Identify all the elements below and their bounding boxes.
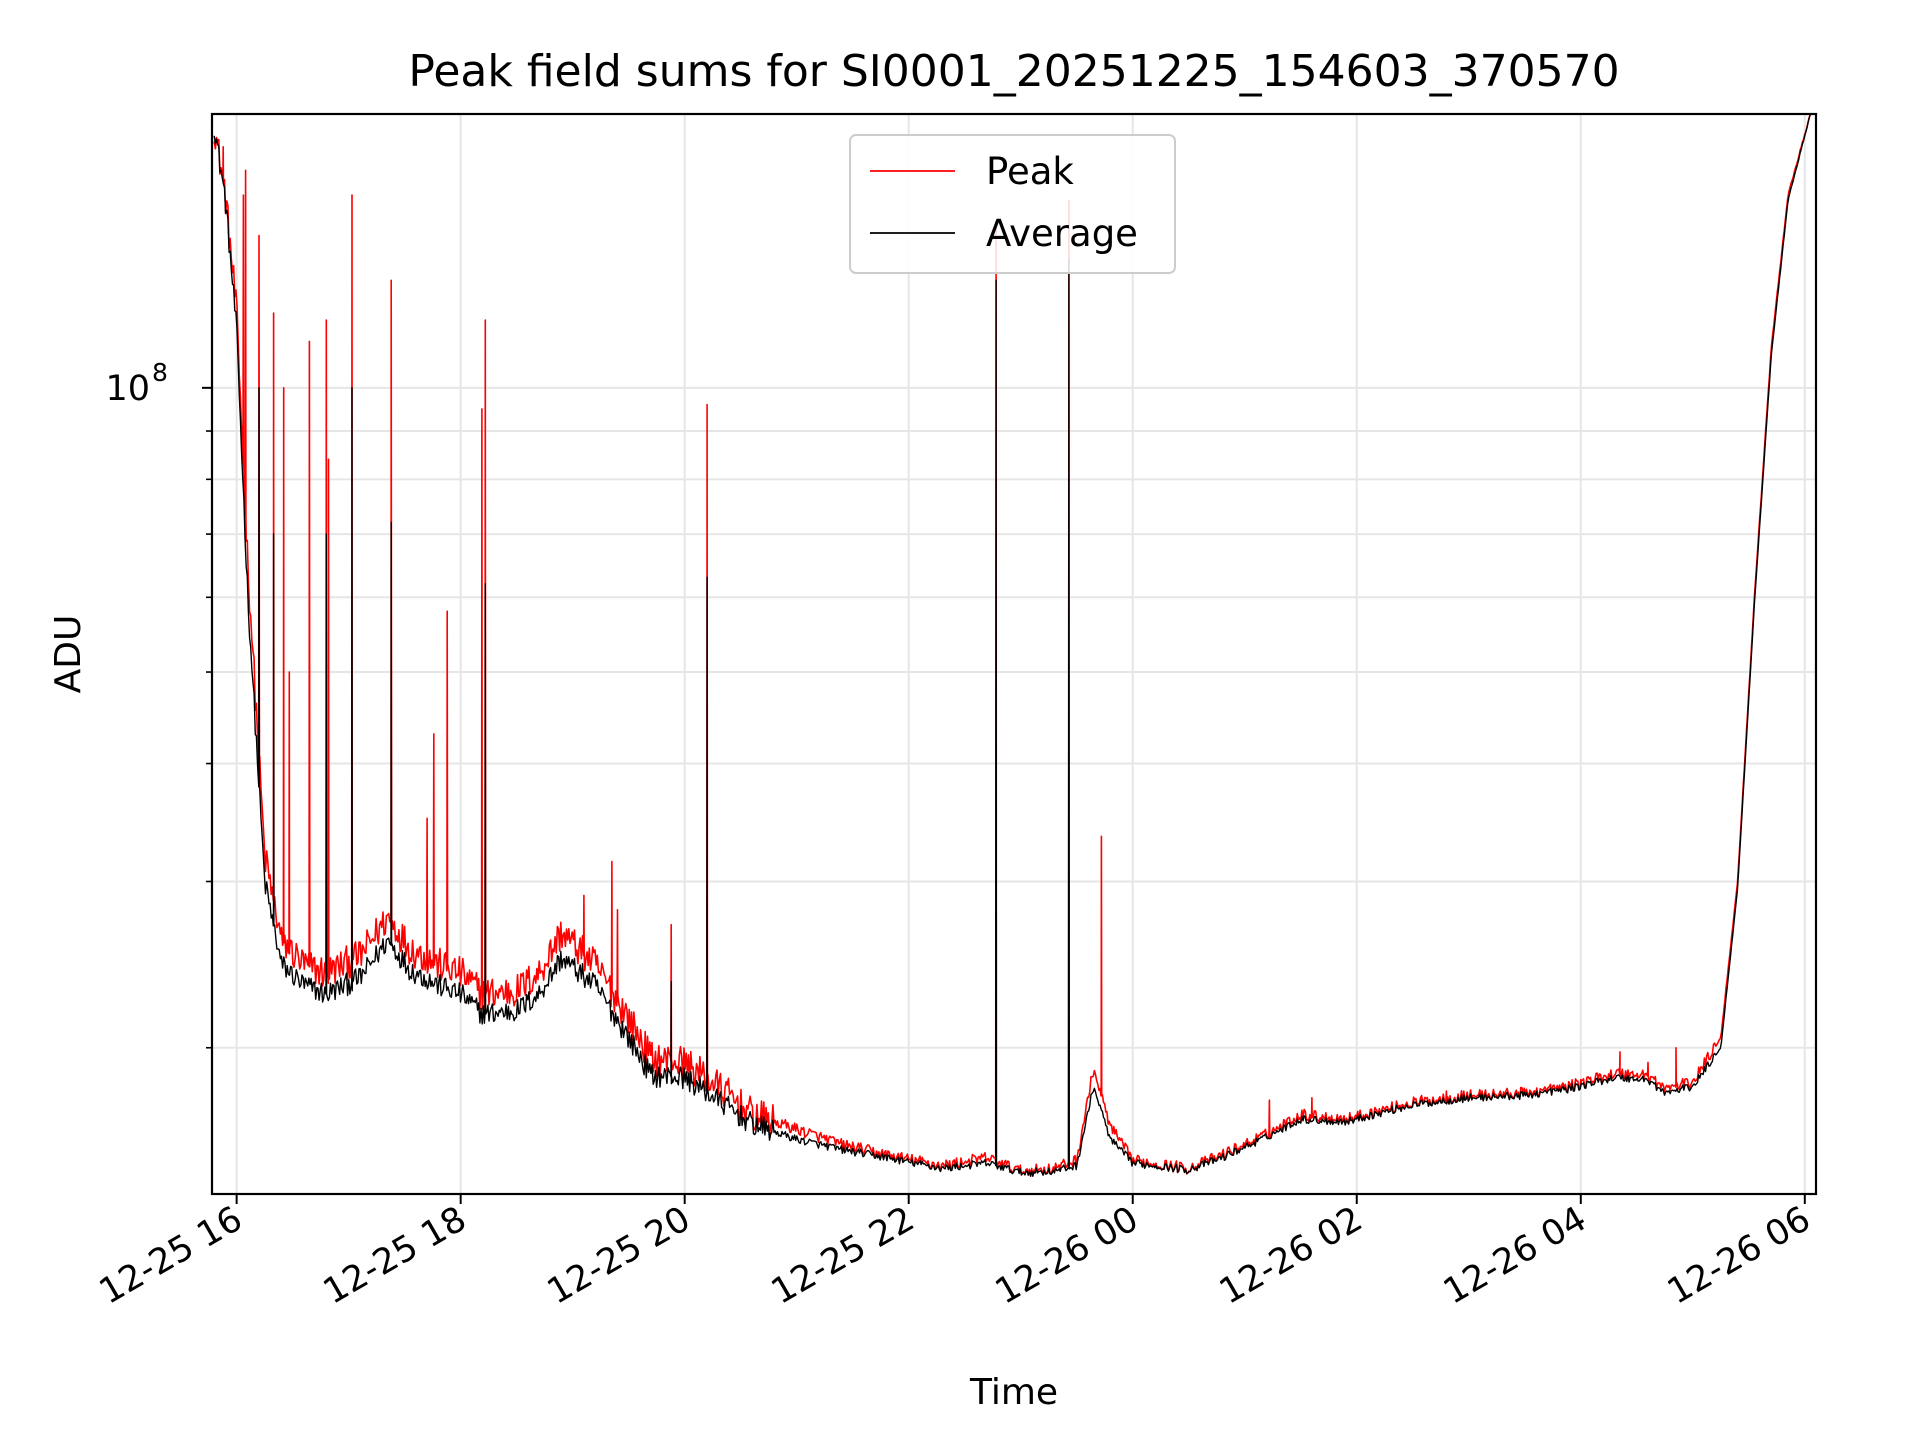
x-axis-label: Time — [969, 1372, 1058, 1413]
plot-frame — [210, 112, 1818, 1196]
legend-box — [849, 134, 1176, 274]
legend-label-peak: Peak — [986, 150, 1074, 193]
y-tick-label-exponent: 8 — [152, 358, 168, 387]
plot-lines — [213, 113, 1812, 1177]
legend-label-average: Average — [986, 212, 1138, 255]
y-tick-label: 10 — [105, 369, 150, 409]
grid-lines — [212, 114, 1816, 1194]
series-line-average — [213, 113, 1812, 1177]
y-axis-label: ADU — [48, 615, 89, 694]
legend: Peak Average — [849, 134, 1176, 274]
chart-title: Peak field sums for SI0001_20251225_1546… — [408, 46, 1619, 97]
